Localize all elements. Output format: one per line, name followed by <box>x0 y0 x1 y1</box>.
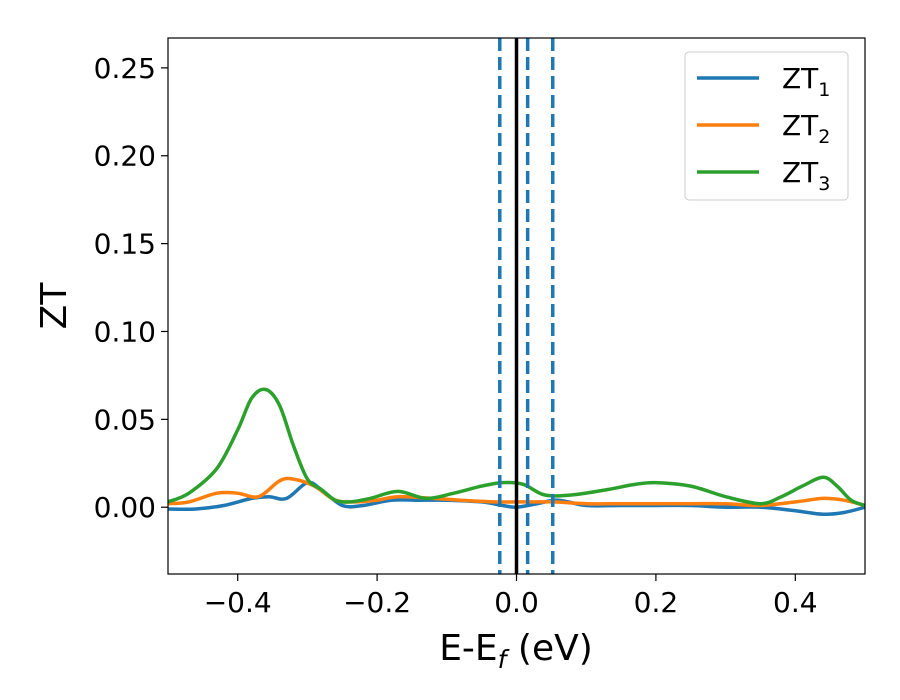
y-tick-label: 0.00 <box>94 491 156 524</box>
x-tick-label: −0.2 <box>343 586 411 619</box>
legend-label-zt1: ZT1 <box>782 62 830 101</box>
y-axis-title: ZT <box>34 282 75 330</box>
x-tick-label: 0.4 <box>773 586 818 619</box>
y-tick-label: 0.15 <box>94 228 156 261</box>
legend-label-zt3: ZT3 <box>782 156 830 195</box>
x-tick-label: 0.2 <box>634 586 679 619</box>
series-line-zt3 <box>168 387 865 508</box>
x-axis: −0.4 −0.2 0.0 0.2 0.4 <box>204 574 818 619</box>
x-tick-label: 0.0 <box>494 586 539 619</box>
y-tick-label: 0.20 <box>94 140 156 173</box>
x-tick-label: −0.4 <box>204 586 272 619</box>
y-axis: 0.00 0.05 0.10 0.15 0.20 0.25 <box>94 52 168 524</box>
legend: ZT1 ZT2 ZT3 <box>684 51 849 201</box>
x-axis-title: E-Ef (eV) <box>439 628 593 674</box>
series-layer <box>168 387 865 517</box>
series-line-zt2 <box>168 476 865 508</box>
y-tick-label: 0.05 <box>94 403 156 436</box>
legend-label-zt2: ZT2 <box>782 109 830 148</box>
legend-box <box>684 51 849 201</box>
series-line-zt1 <box>168 480 865 517</box>
vline-layer <box>498 38 555 574</box>
y-tick-label: 0.10 <box>94 315 156 348</box>
y-tick-label: 0.25 <box>94 52 156 85</box>
